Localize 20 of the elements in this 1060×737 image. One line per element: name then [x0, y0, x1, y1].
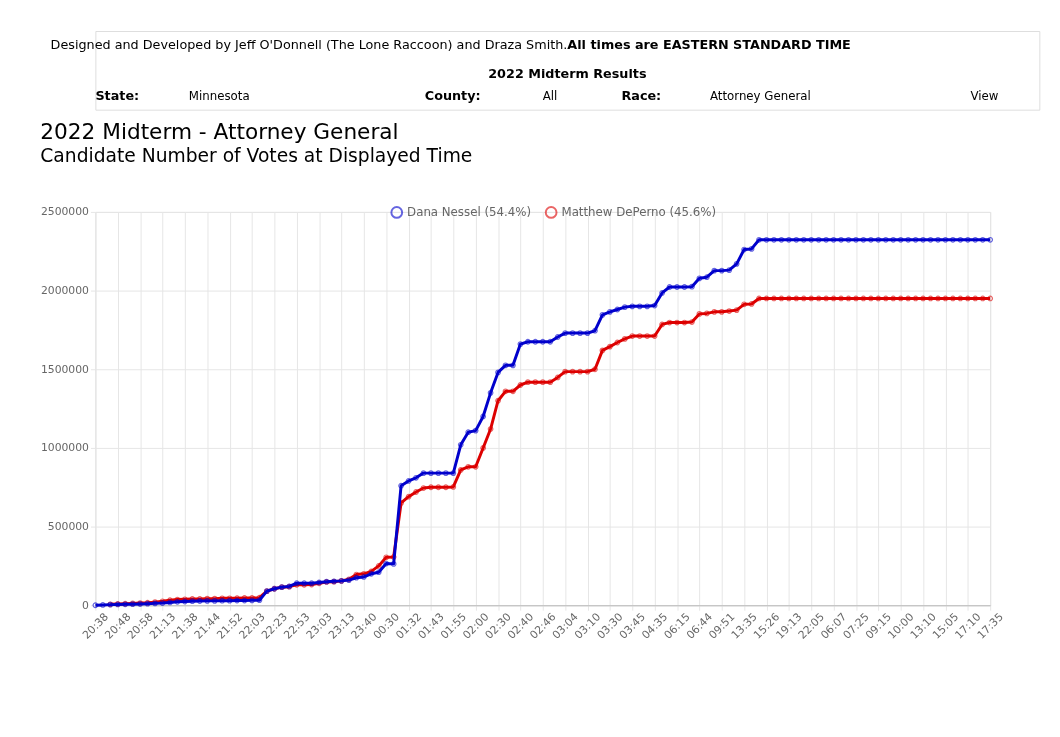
y-tick-label: 2500000	[40, 205, 90, 219]
y-tick-label: 2000000	[40, 284, 90, 298]
text: 2022 Midterm Results	[488, 66, 647, 82]
text: Race:	[621, 87, 662, 103]
chart-title: 2022 Midterm - Attorney General	[40, 119, 399, 145]
text: All times are EASTERN STANDARD TIME	[567, 36, 851, 52]
y-tick-label: 1000000	[40, 441, 90, 455]
y-tick-label: 1500000	[40, 362, 90, 376]
y-tick-label: 500000	[47, 520, 90, 534]
chart-subtitle: Candidate Number of Votes at Displayed Time	[40, 144, 473, 166]
text: State:	[95, 87, 140, 103]
text: Attorney General	[709, 88, 811, 103]
y-tick-label: 0	[82, 598, 90, 612]
legend-label: Dana Nessel (54.4%)	[407, 205, 532, 220]
text: All	[542, 88, 558, 103]
text: View	[970, 88, 999, 103]
legend-label: Matthew DePerno (45.6%)	[561, 205, 717, 220]
text: Designed and Developed by Jeff O'Donnell (The Lone Raccoon) and Draza Smith.	[50, 36, 568, 52]
text: Minnesota	[188, 88, 250, 103]
text: County:	[424, 87, 481, 103]
